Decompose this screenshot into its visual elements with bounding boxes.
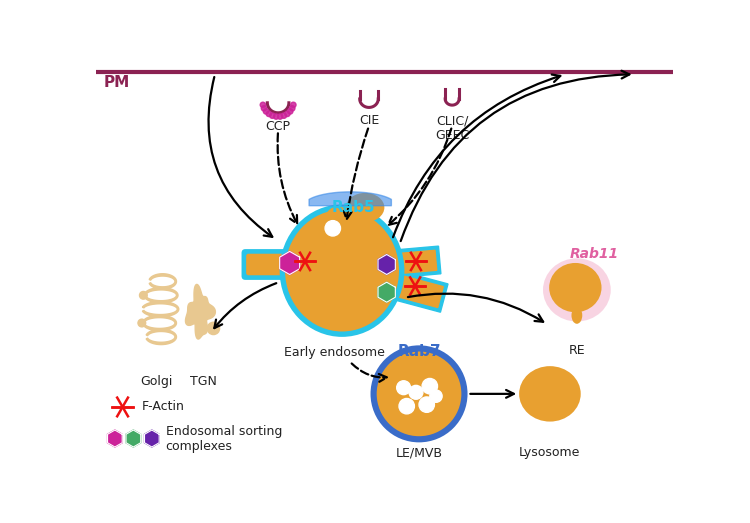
Text: Rab7: Rab7 — [398, 344, 441, 359]
Polygon shape — [367, 268, 443, 308]
Circle shape — [287, 109, 293, 114]
Polygon shape — [280, 252, 300, 275]
Circle shape — [409, 385, 423, 399]
Text: CCP: CCP — [266, 120, 290, 133]
Polygon shape — [374, 251, 436, 276]
Text: LE/MVB: LE/MVB — [395, 446, 442, 459]
Polygon shape — [370, 246, 441, 280]
FancyBboxPatch shape — [246, 254, 318, 275]
Circle shape — [278, 114, 283, 119]
Text: Rab11: Rab11 — [569, 247, 619, 261]
Text: CIE: CIE — [358, 115, 379, 127]
Circle shape — [419, 397, 434, 412]
Circle shape — [263, 109, 268, 114]
Text: Golgi: Golgi — [140, 374, 172, 388]
Text: F-Actin: F-Actin — [142, 401, 184, 414]
Ellipse shape — [519, 366, 580, 422]
Polygon shape — [362, 263, 448, 312]
Polygon shape — [143, 315, 176, 331]
Polygon shape — [185, 285, 215, 339]
Circle shape — [291, 102, 296, 108]
Polygon shape — [146, 329, 176, 345]
Text: Early endosome: Early endosome — [284, 346, 385, 359]
FancyBboxPatch shape — [242, 249, 322, 280]
Ellipse shape — [346, 193, 384, 222]
Circle shape — [399, 399, 415, 414]
Circle shape — [266, 111, 272, 117]
Text: RE: RE — [568, 344, 585, 357]
Text: CLIC/
GEEC: CLIC/ GEEC — [435, 115, 470, 142]
Polygon shape — [145, 430, 159, 447]
Polygon shape — [107, 430, 122, 447]
Circle shape — [261, 106, 267, 111]
Polygon shape — [378, 282, 395, 302]
Circle shape — [207, 322, 220, 335]
Ellipse shape — [285, 210, 399, 332]
Text: TGN: TGN — [190, 374, 217, 388]
Polygon shape — [142, 301, 178, 317]
Polygon shape — [126, 430, 141, 447]
Circle shape — [138, 319, 146, 327]
Circle shape — [422, 379, 437, 394]
Circle shape — [274, 114, 279, 119]
Circle shape — [285, 111, 290, 117]
Circle shape — [140, 291, 147, 299]
Polygon shape — [145, 288, 178, 303]
Circle shape — [269, 113, 275, 118]
Ellipse shape — [572, 307, 582, 324]
Circle shape — [281, 113, 286, 118]
Polygon shape — [149, 274, 176, 289]
Circle shape — [430, 390, 442, 402]
Ellipse shape — [543, 258, 610, 322]
Circle shape — [376, 351, 461, 436]
Text: Lysosome: Lysosome — [519, 446, 580, 459]
Ellipse shape — [280, 204, 404, 337]
Circle shape — [260, 102, 266, 108]
Polygon shape — [378, 255, 395, 275]
Ellipse shape — [549, 263, 602, 312]
Ellipse shape — [327, 207, 350, 224]
Text: PM: PM — [104, 75, 130, 90]
Circle shape — [397, 381, 410, 395]
Text: Rab5: Rab5 — [332, 200, 376, 215]
Circle shape — [370, 345, 467, 442]
Circle shape — [290, 106, 295, 111]
Text: Endosomal sorting
complexes: Endosomal sorting complexes — [166, 425, 282, 452]
Circle shape — [325, 221, 340, 236]
